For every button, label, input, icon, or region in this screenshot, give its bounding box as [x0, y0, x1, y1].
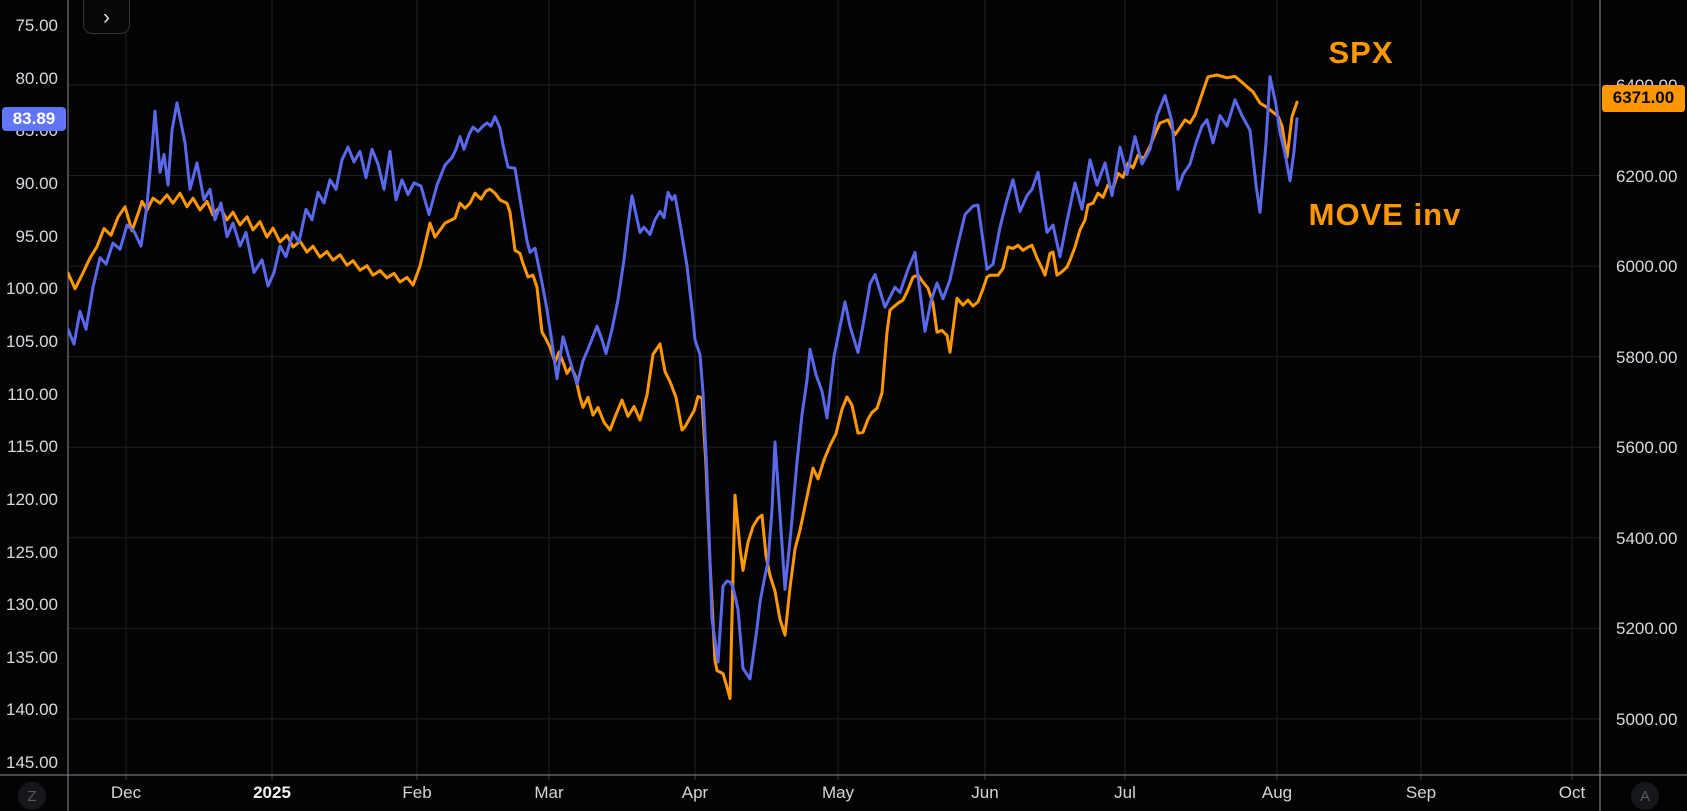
time-axis-label-dec: Dec — [110, 783, 142, 802]
left-axis-tick-label: 100.00 — [6, 279, 58, 299]
bottom-right-a-button[interactable]: A — [1631, 782, 1659, 810]
move-last-price-badge: 83.89 — [2, 106, 66, 131]
right-axis-tick-label: 5000.00 — [1616, 709, 1678, 729]
time-axis-label-feb: Feb — [402, 783, 432, 802]
move-inv-series-label[interactable]: MOVE inv — [1308, 197, 1462, 232]
right-axis-tick-label: 5200.00 — [1616, 619, 1678, 639]
left-axis-tick-label: 140.00 — [6, 700, 58, 720]
time-axis-label-may: May — [821, 783, 855, 802]
left-axis-tick-label: 80.00 — [15, 68, 58, 88]
left-axis-tick-label: 135.00 — [6, 647, 58, 667]
left-axis-tick-label: 90.00 — [15, 173, 58, 193]
time-axis-label-jun: Jun — [971, 783, 999, 802]
time-axis-label-apr: Apr — [681, 783, 709, 802]
series-line-spx — [68, 73, 1299, 700]
expand-panel-button[interactable]: › — [83, 0, 130, 34]
left-axis-tick-label: 75.00 — [15, 16, 58, 35]
left-axis-tick-label: 130.00 — [6, 595, 58, 615]
series-line-move-inv — [68, 75, 1299, 681]
spx-last-price-badge: 6371.00 — [1602, 84, 1685, 112]
left-axis-tick-label: 95.00 — [15, 226, 58, 246]
left-axis-tick-label: 105.00 — [6, 331, 58, 351]
time-axis-label-sep: Sep — [1405, 783, 1437, 802]
time-axis-label-jul: Jul — [1114, 783, 1136, 802]
time-axis-label-aug: Aug — [1261, 783, 1293, 802]
left-axis-tick-label: 145.00 — [6, 753, 58, 773]
right-axis-tick-label: 5600.00 — [1616, 438, 1678, 458]
spx-series-label[interactable]: SPX — [1328, 35, 1394, 70]
time-axis-label-oct: Oct — [1558, 783, 1586, 802]
time-axis-label-mar: Mar — [534, 783, 564, 802]
bottom-left-z-button[interactable]: Z — [18, 782, 46, 810]
left-axis-tick-label: 120.00 — [6, 489, 58, 509]
right-axis-tick-label: 5400.00 — [1616, 528, 1678, 548]
chevron-right-icon: › — [103, 6, 110, 29]
right-axis-tick-label: 6000.00 — [1616, 257, 1678, 277]
left-axis-tick-label: 125.00 — [6, 542, 58, 562]
left-axis-tick-label: 110.00 — [7, 384, 58, 404]
right-axis-tick-label: 6200.00 — [1616, 166, 1678, 186]
right-axis-tick-label: 5800.00 — [1616, 347, 1678, 367]
time-axis-label-2025: 2025 — [253, 783, 291, 802]
left-axis-tick-label: 115.00 — [7, 437, 58, 457]
